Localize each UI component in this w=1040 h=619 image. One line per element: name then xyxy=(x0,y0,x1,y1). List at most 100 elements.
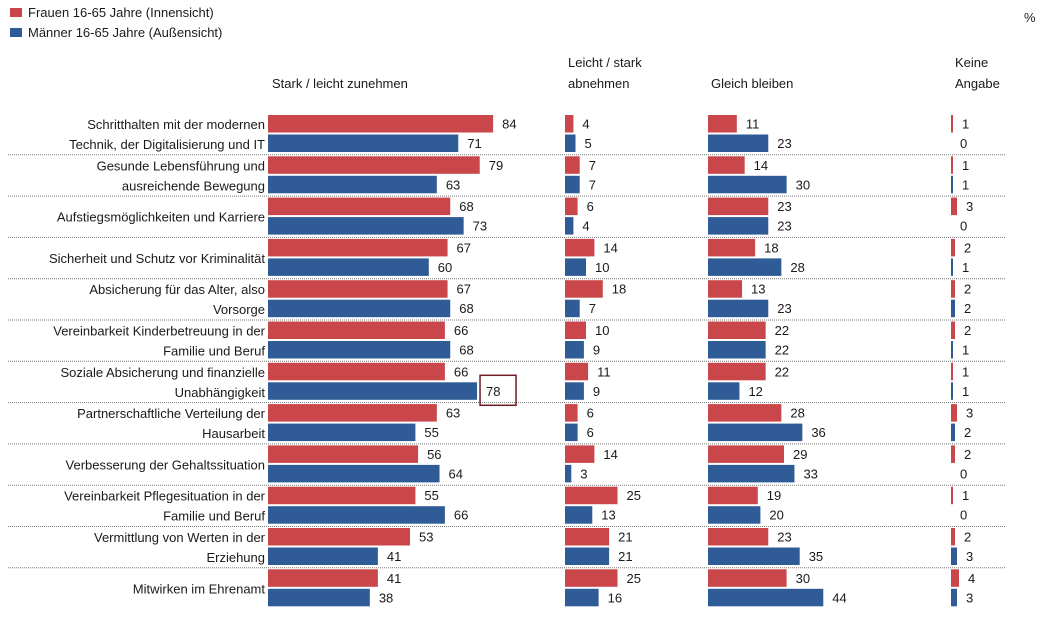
value-label-female: 2 xyxy=(964,530,971,545)
legend-swatch-1 xyxy=(10,28,22,37)
value-label-female: 14 xyxy=(754,158,768,173)
row-separators xyxy=(8,154,1005,569)
value-label-male: 5 xyxy=(585,136,592,151)
bar-female-zunehmen xyxy=(268,238,448,257)
value-labels: 84 4 11 171 5 23 079 7 14 163 7 30 168 6 23 373 4 23 067 14… xyxy=(379,117,975,606)
value-label-female: 21 xyxy=(618,530,632,545)
legend-label-1: Männer 16-65 Jahre (Außensicht) xyxy=(28,25,222,40)
bar-male-abnehmen xyxy=(565,382,584,400)
bar-male-gleich xyxy=(708,382,740,400)
bar-male-keine xyxy=(951,382,953,400)
bar-male-abnehmen xyxy=(565,217,574,235)
value-label-female: 55 xyxy=(424,488,438,503)
bar-female-gleich xyxy=(708,321,766,339)
value-label-female: 22 xyxy=(775,364,789,379)
value-label-female: 29 xyxy=(793,447,807,462)
category-label: Verbesserung der Gehaltssituation xyxy=(66,457,265,472)
category-label: Gesunde Lebensführung und xyxy=(97,158,265,173)
bar-female-keine xyxy=(951,280,955,298)
bar-male-zunehmen xyxy=(268,423,416,442)
bar-male-abnehmen xyxy=(565,175,580,194)
bar-female-gleich xyxy=(708,197,769,216)
bar-male-zunehmen xyxy=(268,299,451,318)
value-label-male: 0 xyxy=(960,136,967,151)
value-label-male: 28 xyxy=(790,260,804,275)
bar-female-zunehmen xyxy=(268,528,411,546)
value-label-male: 0 xyxy=(960,508,967,523)
value-label-male: 68 xyxy=(459,343,473,358)
bar-male-gleich xyxy=(708,299,769,318)
bar-female-abnehmen xyxy=(565,238,595,257)
value-label-female: 30 xyxy=(796,571,810,586)
bar-male-gleich xyxy=(708,175,787,194)
value-label-female: 79 xyxy=(489,158,503,173)
value-label-female: 18 xyxy=(764,240,778,255)
value-label-female: 3 xyxy=(966,199,973,214)
column-header-keine: Keine xyxy=(955,55,988,70)
bar-female-gleich xyxy=(708,280,743,298)
bar-female-zunehmen xyxy=(268,404,437,422)
value-label-female: 14 xyxy=(603,447,617,462)
value-label-male: 60 xyxy=(438,260,452,275)
bar-female-zunehmen xyxy=(268,321,445,339)
value-label-male: 0 xyxy=(960,219,967,234)
bar-male-zunehmen xyxy=(268,134,459,152)
category-label: Schritthalten mit der modernen xyxy=(87,117,265,132)
value-label-female: 1 xyxy=(962,488,969,503)
bar-female-zunehmen xyxy=(268,362,445,381)
column-header-gleich: Gleich bleiben xyxy=(711,76,793,91)
bar-female-abnehmen xyxy=(565,569,618,587)
column-header-zunehmen: Stark / leicht zunehmen xyxy=(272,76,408,91)
bar-male-zunehmen xyxy=(268,258,429,276)
value-label-male: 73 xyxy=(473,219,487,234)
value-label-male: 21 xyxy=(618,549,632,564)
bar-male-zunehmen xyxy=(268,506,445,524)
category-label: Sicherheit und Schutz vor Kriminalität xyxy=(49,251,265,266)
category-label: Aufstiegsmöglichkeiten und Karriere xyxy=(57,210,265,225)
value-label-male: 35 xyxy=(809,549,823,564)
legend-swatch-0 xyxy=(10,8,22,17)
bar-male-zunehmen xyxy=(268,341,451,359)
category-label: Partnerschaftliche Verteilung der xyxy=(77,406,266,421)
value-label-male: 78 xyxy=(486,384,500,399)
value-label-male: 12 xyxy=(748,384,762,399)
value-label-male: 36 xyxy=(811,425,825,440)
bar-male-keine xyxy=(951,175,953,194)
value-label-female: 2 xyxy=(964,240,971,255)
bar-male-abnehmen xyxy=(565,506,593,524)
value-label-female: 18 xyxy=(612,282,626,297)
bar-male-keine xyxy=(951,588,957,607)
bar-male-gleich xyxy=(708,588,824,607)
value-label-male: 55 xyxy=(424,425,438,440)
bar-female-keine xyxy=(951,156,953,174)
bar-male-gleich xyxy=(708,506,761,524)
value-label-female: 63 xyxy=(446,406,460,421)
bar-male-keine xyxy=(951,423,955,442)
value-label-male: 7 xyxy=(589,177,596,192)
value-label-male: 41 xyxy=(387,549,401,564)
category-label: Hausarbeit xyxy=(202,426,265,441)
value-label-male: 23 xyxy=(777,136,791,151)
column-header-abnehmen: abnehmen xyxy=(568,76,629,91)
category-label: Vereinbarkeit Pflegesituation in der xyxy=(64,489,266,504)
bar-male-keine xyxy=(951,547,957,565)
bar-female-gleich xyxy=(708,362,766,381)
bar-male-abnehmen xyxy=(565,258,586,276)
value-label-female: 6 xyxy=(587,199,594,214)
bar-female-keine xyxy=(951,486,953,505)
value-label-female: 13 xyxy=(751,282,765,297)
value-label-male: 66 xyxy=(454,508,468,523)
bar-female-abnehmen xyxy=(565,197,578,216)
category-label: Vorsorge xyxy=(213,302,265,317)
legend: Frauen 16-65 Jahre (Innensicht) Männer 16… xyxy=(10,5,222,40)
value-label-female: 1 xyxy=(962,158,969,173)
value-label-female: 2 xyxy=(964,447,971,462)
value-label-female: 7 xyxy=(589,158,596,173)
bar-female-abnehmen xyxy=(565,362,589,381)
value-label-female: 25 xyxy=(627,488,641,503)
value-label-male: 7 xyxy=(589,301,596,316)
bar-male-abnehmen xyxy=(565,423,578,442)
value-label-male: 10 xyxy=(595,260,609,275)
value-label-female: 4 xyxy=(968,571,975,586)
